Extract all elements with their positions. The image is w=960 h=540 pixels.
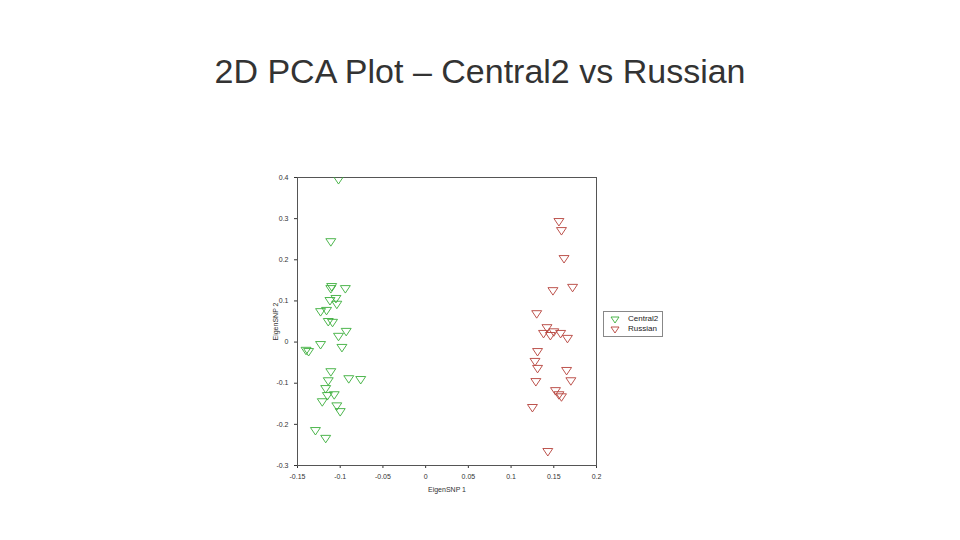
svg-text:0.15: 0.15 xyxy=(547,473,561,480)
svg-text:0.05: 0.05 xyxy=(462,473,476,480)
svg-text:0: 0 xyxy=(285,338,289,345)
svg-text:-0.15: -0.15 xyxy=(290,473,306,480)
svg-text:0.4: 0.4 xyxy=(279,174,289,181)
html-text:2D PCA Plot – Central2 vs Russ: 2D PCA Plot – Central2 vs Russian xyxy=(214,52,746,90)
svg-text:-0.05: -0.05 xyxy=(375,473,391,480)
html-text:Central2: Central2 xyxy=(628,314,659,323)
svg-text:EigenSNP 1: EigenSNP 1 xyxy=(428,486,466,494)
svg-text:-0.1: -0.1 xyxy=(334,473,346,480)
svg-text:0.1: 0.1 xyxy=(279,297,289,304)
svg-text:0.3: 0.3 xyxy=(279,215,289,222)
svg-text:0.2: 0.2 xyxy=(279,256,289,263)
svg-text:0.2: 0.2 xyxy=(592,473,602,480)
svg-text:EigenSNP 2: EigenSNP 2 xyxy=(272,302,280,340)
svg-text:-0.1: -0.1 xyxy=(276,379,288,386)
svg-text:0: 0 xyxy=(424,473,428,480)
html-text:Russian: Russian xyxy=(628,324,657,333)
svg-text:-0.2: -0.2 xyxy=(276,421,288,428)
svg-text:-0.3: -0.3 xyxy=(276,462,288,469)
svg-text:0.1: 0.1 xyxy=(506,473,516,480)
